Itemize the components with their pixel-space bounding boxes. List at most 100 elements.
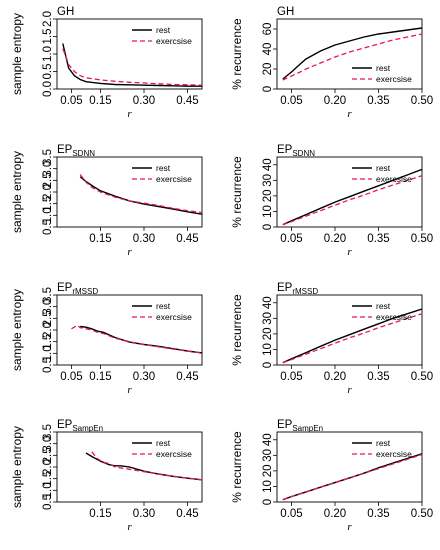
chart-1-title: GH xyxy=(57,6,74,18)
chart-6-x-tick-label: 0.05 xyxy=(280,371,302,383)
chart-8-x-tick-label: 0.20 xyxy=(324,508,346,520)
chart-7-series-exercise-line xyxy=(91,451,202,481)
chart-4-series-exercise-line xyxy=(282,175,422,226)
chart-1-x-tick-label: 0.05 xyxy=(60,95,82,107)
chart-5-frame xyxy=(56,294,203,366)
chart-2-series-exercise-line xyxy=(282,33,422,81)
chart-3-x-tick-label: 0.30 xyxy=(133,233,155,245)
chart-8-y-tick-label: 20 xyxy=(262,464,274,477)
chart-3-y-tick-label: 2.0 xyxy=(42,184,54,200)
chart-7-y-tick-label: 3.0 xyxy=(42,436,54,452)
chart-4-legend-exercise-label: exercsise xyxy=(376,174,412,184)
chart-3-legend-rest-label: rest xyxy=(156,163,171,173)
chart-4-x-tick-label: 0.35 xyxy=(367,233,389,245)
chart-8-title-subscript: SampEn xyxy=(292,424,323,433)
chart-2-y-tick-label: 60 xyxy=(262,23,274,36)
chart-2-legend-rest-label: rest xyxy=(376,63,391,73)
chart-4-x-axis-label: r xyxy=(347,246,352,258)
chart-5-x-tick-label: 0.45 xyxy=(176,371,198,383)
chart-1-y-tick-label: 2.0 xyxy=(42,11,54,27)
chart-8-y-tick-label: 30 xyxy=(262,449,274,462)
chart-7-legend-exercise-label: exercsise xyxy=(156,449,192,459)
chart-5-title-subscript: rMSSD xyxy=(72,287,98,296)
chart-8-x-tick-label: 0.05 xyxy=(280,508,302,520)
chart-6-x-tick-label: 0.20 xyxy=(324,371,346,383)
chart-3-x-axis-label: r xyxy=(127,246,132,258)
chart-6-panel: EPrMSSD 0.05 0.20 0.35 0.50 0 10 20 30 40 % recurr… xyxy=(230,282,433,396)
chart-5-x-tick-label: 0.15 xyxy=(89,371,111,383)
chart-5-y-axis-label: sample entropy xyxy=(10,289,24,371)
chart-5-x-tick-label: 0.30 xyxy=(133,371,155,383)
chart-4-y-tick-label: 10 xyxy=(262,205,274,218)
chart-2-series-rest-line xyxy=(282,27,422,80)
chart-3-y-tick-label: 1.5 xyxy=(42,196,54,212)
chart-5-y-tick-label: 2.5 xyxy=(42,310,54,326)
chart-3-x-tick-label: 0.15 xyxy=(89,233,111,245)
chart-7-title: EPSampEn xyxy=(57,419,103,433)
chart-4-series-rest-line xyxy=(282,168,422,226)
chart-1-y-tick-label: 1.0 xyxy=(42,46,54,62)
chart-2-legend-exercise-label: exercsise xyxy=(376,74,412,84)
chart-4-legend-rest-label: rest xyxy=(376,163,391,173)
chart-6-title-subscript: rMSSD xyxy=(292,287,318,296)
chart-1-series-exercise-line xyxy=(62,48,202,86)
chart-8-panel: EPSampEn 0.05 0.20 0.35 0.50 0 10 20 30 40 % recur… xyxy=(230,419,433,533)
chart-5-legend-exercise-label: exercsise xyxy=(156,312,192,322)
chart-8-title: EPSampEn xyxy=(277,419,323,433)
chart-7-y-tick-label: 2.5 xyxy=(42,447,54,463)
chart-1-y-tick-label: 0.0 xyxy=(42,81,54,97)
chart-6-y-axis-label: % recurrence xyxy=(230,294,244,366)
chart-4-title-subscript: SDNN xyxy=(292,149,315,158)
chart-4-title: EPSDNN xyxy=(277,144,315,158)
chart-8-series-exercise-line xyxy=(282,453,422,501)
chart-3-y-axis-label: sample entropy xyxy=(10,151,24,233)
chart-6-series-exercise-line xyxy=(282,313,422,364)
chart-6-frame xyxy=(276,294,423,366)
chart-8-x-tick-label: 0.35 xyxy=(367,508,389,520)
chart-2-x-tick-label: 0.35 xyxy=(367,95,389,107)
chart-2-x-tick-label: 0.50 xyxy=(411,95,433,107)
chart-2-x-tick-label: 0.05 xyxy=(280,95,302,107)
chart-2-x-axis-label: r xyxy=(347,108,352,120)
chart-6-y-tick-label: 30 xyxy=(262,312,274,325)
chart-2-y-axis-label: % recurrence xyxy=(230,18,244,90)
chart-5-y-tick-label: 0.5 xyxy=(42,357,54,373)
chart-3-series-exercise-line xyxy=(79,174,202,214)
chart-5-legend-rest-label: rest xyxy=(156,301,171,311)
chart-6-y-tick-label: 20 xyxy=(262,327,274,340)
chart-1-panel: GH 0.05 0.15 0.30 0.45 0.00.5 1.01.5 2.0 sample … xyxy=(10,6,203,120)
chart-4-y-tick-label: 30 xyxy=(262,174,274,187)
chart-7-y-tick-label: 1.5 xyxy=(42,471,54,487)
chart-6-series-rest-line xyxy=(282,308,422,364)
chart-8-y-axis-label: % recurrence xyxy=(230,431,244,503)
chart-7-y-tick-label: 0.5 xyxy=(42,494,54,510)
chart-2-y-tick-label: 20 xyxy=(262,63,274,76)
chart-7-x-tick-label: 0.45 xyxy=(176,508,198,520)
chart-8-x-axis-label: r xyxy=(347,521,352,533)
chart-4-x-tick-label: 0.50 xyxy=(411,233,433,245)
chart-3-y-tick-label: 0.5 xyxy=(42,219,54,235)
chart-1-legend-rest-label: rest xyxy=(156,25,171,35)
chart-3-x-tick-label: 0.45 xyxy=(176,233,198,245)
chart-2-x-tick-label: 0.20 xyxy=(324,95,346,107)
chart-3-y-tick-label: 3.0 xyxy=(42,161,54,177)
chart-3-y-tick-label: 2.5 xyxy=(42,172,54,188)
chart-7-title-subscript: SampEn xyxy=(72,424,103,433)
chart-7-y-tick-label: 2.0 xyxy=(42,459,54,475)
chart-1-series-rest-line xyxy=(62,43,202,87)
chart-8-legend-exercise-label: exercsise xyxy=(376,449,412,459)
chart-5-y-tick-label: 1.0 xyxy=(42,345,54,361)
chart-7-y-axis-label: sample entropy xyxy=(10,426,24,508)
chart-5-series-exercise-line xyxy=(71,324,202,354)
chart-3-frame xyxy=(56,156,203,228)
chart-8-y-tick-label: 40 xyxy=(262,433,274,446)
chart-7-legend-rest-label: rest xyxy=(156,438,171,448)
chart-6-y-tick-label: 40 xyxy=(262,296,274,309)
chart-4-frame xyxy=(276,156,423,228)
chart-8-legend-rest-label: rest xyxy=(376,438,391,448)
chart-3-title: EPSDNN xyxy=(57,144,95,158)
chart-6-x-tick-label: 0.35 xyxy=(367,371,389,383)
chart-1-y-tick-label: 0.5 xyxy=(42,64,54,80)
